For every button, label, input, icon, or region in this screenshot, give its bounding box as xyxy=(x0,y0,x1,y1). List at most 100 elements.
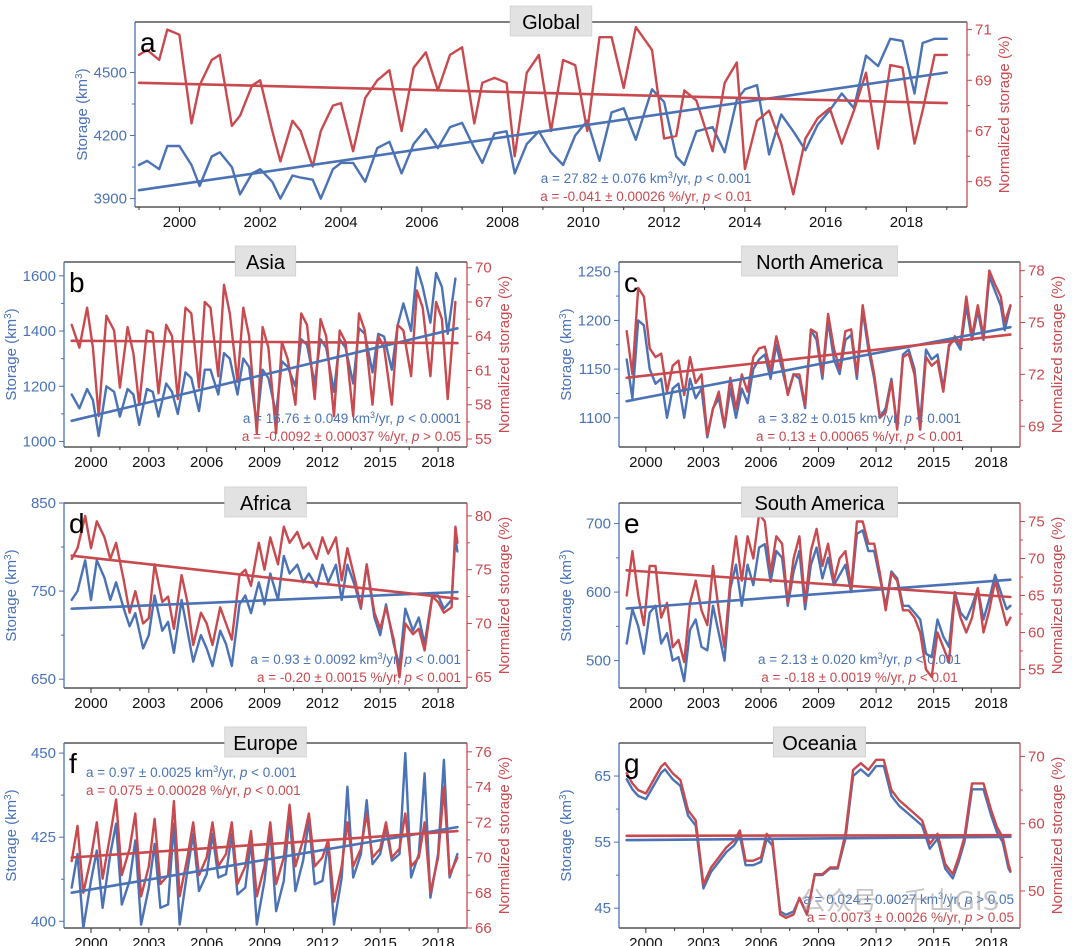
panel-title: Global xyxy=(522,12,580,34)
x-tick-label: 2000 xyxy=(629,935,662,946)
superscript: 3 xyxy=(558,313,569,319)
panel-letter: b xyxy=(69,267,85,298)
x-tick-label: 2012 xyxy=(859,454,892,471)
y-right-tick-label: 70 xyxy=(475,615,492,632)
x-tick-label: 2003 xyxy=(132,935,165,946)
y-right-tick-label: 60 xyxy=(1028,816,1045,833)
normalized-trend-line xyxy=(70,339,459,345)
x-tick-label: 2006 xyxy=(190,454,223,471)
y-right-tick-label: 60 xyxy=(1028,625,1045,642)
x-tick-label: 2009 xyxy=(248,935,281,946)
p-symbol: p xyxy=(903,411,912,426)
x-tick-label: 2006 xyxy=(190,935,223,946)
storage-series-line xyxy=(137,37,948,200)
y-right-tick-label: 72 xyxy=(475,814,492,831)
title-box xyxy=(741,486,898,518)
superscript: 3 xyxy=(878,410,883,420)
trend-annotation-storage: a = 0.93 ± 0.0092 km3/yr, p < 0.001 xyxy=(250,651,461,667)
x-tick-label: 2006 xyxy=(190,695,223,712)
y-right-tick-label: 66 xyxy=(475,920,492,937)
title-box xyxy=(224,726,307,758)
y-left-tick-label: 1200 xyxy=(578,312,611,329)
y-right-tick-label: 64 xyxy=(475,328,492,345)
y-left-tick-label: 1000 xyxy=(23,433,56,450)
x-tick-label: 2003 xyxy=(687,695,720,712)
x-tick-label: 2018 xyxy=(421,454,454,471)
x-tick-label: 2006 xyxy=(744,935,777,946)
panel-title: North America xyxy=(756,252,884,274)
y-right-tick-label: 76 xyxy=(475,744,492,761)
panel-f: 2000 2003 2006 2009 2012 2015 2018 400 425 450 66 6… xyxy=(3,726,513,946)
storage-series-line xyxy=(70,751,459,928)
storage-series-line xyxy=(625,529,1012,683)
superscript: 3 xyxy=(3,313,14,319)
x-tick-label: 2006 xyxy=(744,454,777,471)
title-box xyxy=(509,5,593,37)
y-left-tick-label: 750 xyxy=(31,583,56,600)
y-right-tick-label: 65 xyxy=(975,174,992,191)
trend-annotation-storage: a = 0.024 ± 0.0027 km3/yr, p > 0.05 xyxy=(803,891,1014,907)
normalized-trend-line xyxy=(137,81,949,105)
x-tick-label: 2015 xyxy=(364,935,397,946)
trend-annotation-storage: a = 3.82 ± 0.015 km3/yr, p < 0.001 xyxy=(758,410,961,426)
normalized-trend-line xyxy=(625,333,1012,380)
y-left-tick-label: 425 xyxy=(31,829,56,846)
normalized-series-line xyxy=(137,25,948,196)
superscript: 3 xyxy=(668,170,673,180)
y-left-tick-label: 1250 xyxy=(578,264,611,281)
y-right-axis-title: Normalized storage (%) xyxy=(1049,757,1066,915)
x-tick-label: 2002 xyxy=(244,214,277,231)
y-right-tick-label: 75 xyxy=(1028,315,1045,332)
x-tick-label: 2012 xyxy=(306,454,339,471)
trend-annotation-storage: a = 0.97 ± 0.0025 km3/yr, p < 0.001 xyxy=(86,764,297,780)
x-tick-label: 2018 xyxy=(890,214,923,231)
y-left-tick-label: 450 xyxy=(31,745,56,762)
x-tick-label: 2015 xyxy=(917,935,950,946)
x-tick-label: 2009 xyxy=(802,695,835,712)
storage-trend-line xyxy=(70,825,459,895)
y-right-tick-label: 70 xyxy=(1028,551,1045,568)
trend-annotation-storage: a = 2.13 ± 0.020 km3/yr, p < 0.001 xyxy=(758,651,961,667)
y-left-tick-label: 4500 xyxy=(94,64,127,81)
x-tick-label: 2003 xyxy=(687,935,720,946)
y-left-tick-label: 65 xyxy=(594,768,611,785)
storage-trend-line xyxy=(137,71,949,192)
y-right-tick-label: 78 xyxy=(1028,263,1045,280)
panel-b: 2000 2003 2006 2009 2012 2015 2018 1000 1200 1400… xyxy=(3,245,513,471)
x-tick-label: 2003 xyxy=(132,454,165,471)
y-right-tick-label: 70 xyxy=(475,850,492,867)
panel-letter: d xyxy=(69,508,85,539)
storage-trend-line xyxy=(625,325,1012,403)
y-right-tick-label: 74 xyxy=(475,779,492,796)
y-right-axis-title: Normalized storage (%) xyxy=(496,517,513,675)
p-symbol: p xyxy=(396,411,405,426)
superscript: 3 xyxy=(378,651,383,661)
superscript: 3 xyxy=(558,554,569,560)
x-tick-label: 2012 xyxy=(306,935,339,946)
panel-letter: g xyxy=(624,748,640,779)
superscript: 3 xyxy=(558,794,569,800)
y-right-tick-label: 80 xyxy=(475,508,492,525)
superscript: 3 xyxy=(938,891,943,901)
y-right-tick-label: 68 xyxy=(475,885,492,902)
panel-a: 2000 2002 2004 2006 2008 2010 2012 2014 2016 2018… xyxy=(74,5,1013,231)
y-right-tick-label: 50 xyxy=(1028,883,1045,900)
y-left-axis-title: Storage (km3) xyxy=(558,308,576,400)
p-symbol: p xyxy=(905,429,914,444)
panel-title: Oceania xyxy=(782,733,857,755)
y-right-axis-title: Normalized storage (%) xyxy=(496,757,513,915)
y-left-tick-label: 1400 xyxy=(23,323,56,340)
y-right-axis-title: Normalized storage (%) xyxy=(1049,276,1066,434)
y-right-tick-label: 58 xyxy=(475,397,492,414)
y-left-tick-label: 55 xyxy=(594,834,611,851)
y-left-tick-label: 4200 xyxy=(94,128,127,145)
y-right-axis-title: Normalized storage (%) xyxy=(996,36,1013,194)
x-tick-label: 2009 xyxy=(248,454,281,471)
y-left-tick-label: 1200 xyxy=(23,378,56,395)
x-tick-label: 2015 xyxy=(364,454,397,471)
p-symbol: p xyxy=(403,652,412,667)
y-right-tick-label: 65 xyxy=(475,669,492,686)
y-left-tick-label: 400 xyxy=(31,913,56,930)
y-right-tick-label: 71 xyxy=(975,22,992,39)
normalized-series-line xyxy=(70,785,459,903)
